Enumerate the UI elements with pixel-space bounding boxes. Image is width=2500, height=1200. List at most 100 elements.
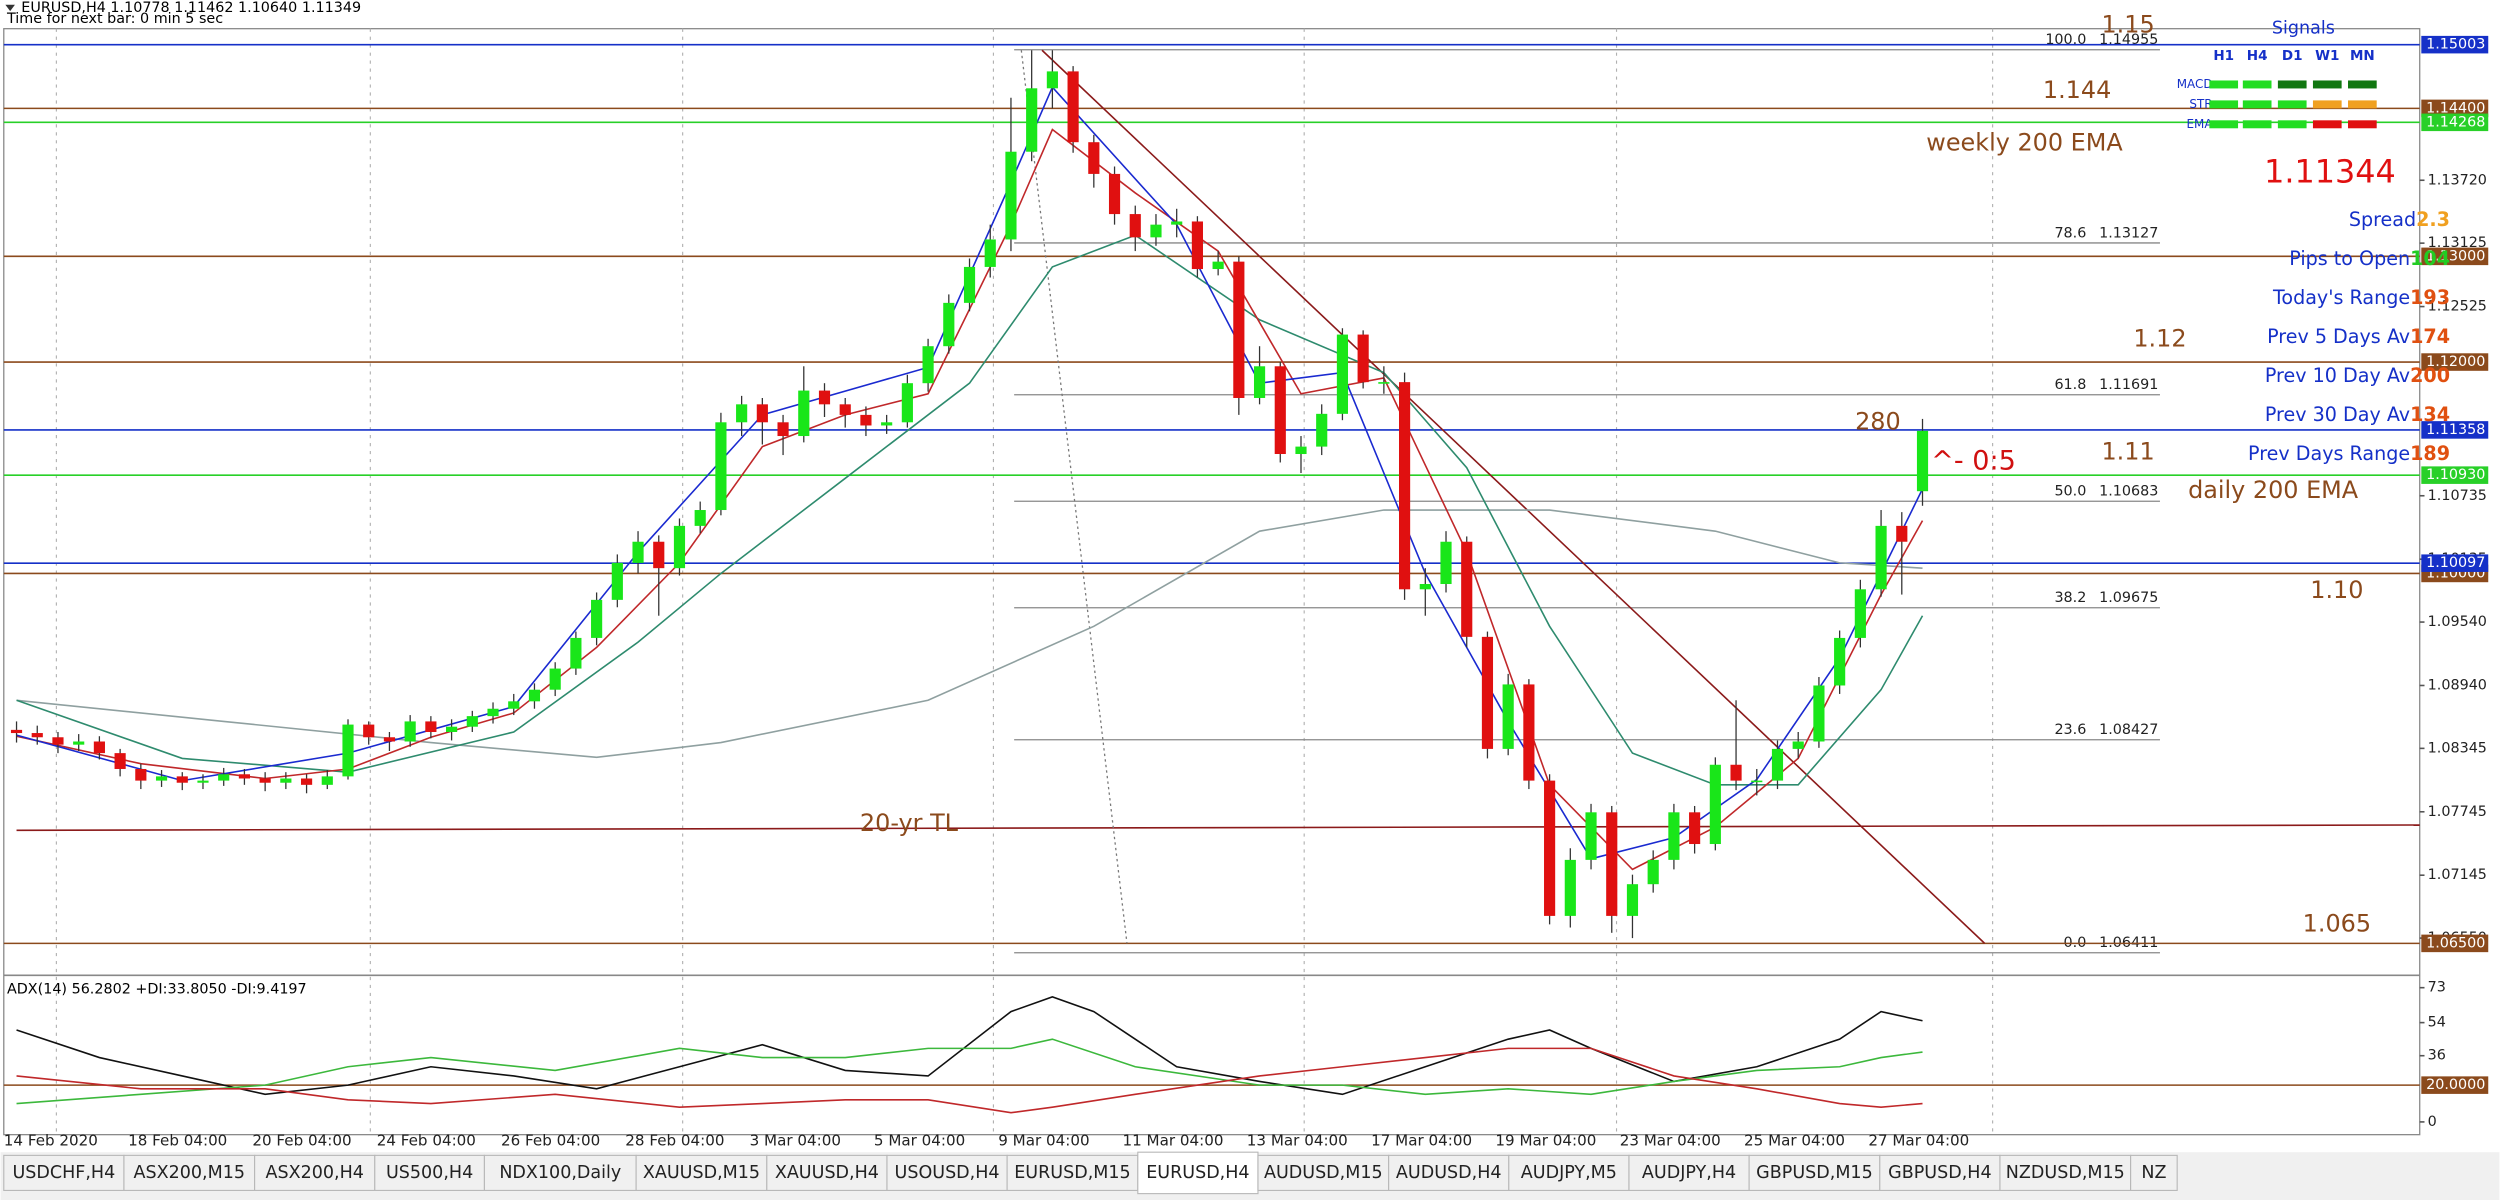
tab[interactable] (1257, 1154, 1390, 1191)
tab-label[interactable]: AUDJPY,H4 (1642, 1163, 1736, 1183)
moving-average (16, 128, 1924, 871)
tab-label[interactable]: GBPUSD,H4 (1888, 1163, 1991, 1183)
tab[interactable] (2130, 1154, 2178, 1191)
annotation: 1.11 (2101, 438, 2154, 466)
signal-column: H4 (2247, 48, 2268, 64)
candle-body (1129, 214, 1141, 238)
candle-body (176, 776, 188, 783)
level-box (2421, 99, 2489, 118)
tab[interactable] (1879, 1154, 2001, 1191)
candle-body (1108, 173, 1121, 215)
candle-body (1668, 812, 1680, 860)
tab[interactable] (1999, 1154, 2132, 1191)
level-box-label: 1.14268 (2426, 114, 2485, 130)
adx-tick-label: 36 (2428, 1048, 2446, 1064)
x-tick-label: 3 Mar 04:00 (750, 1132, 841, 1150)
y-tick-label: 1.09540 (2428, 614, 2487, 630)
candle-body (860, 414, 872, 426)
candle-body (487, 708, 499, 717)
x-tick-label: 11 Mar 04:00 (1123, 1132, 1224, 1150)
candle-body (1150, 224, 1162, 238)
signal-column: H1 (2213, 48, 2234, 64)
tab[interactable] (886, 1154, 1008, 1191)
tab-label[interactable]: NZDUSD,M15 (2006, 1163, 2125, 1183)
x-tick-label: 23 Mar 04:00 (1620, 1132, 1721, 1150)
candle-body (1626, 884, 1639, 916)
tab[interactable] (123, 1154, 256, 1191)
candle-body (673, 525, 686, 569)
candle-body (1171, 221, 1183, 225)
tab-label[interactable]: NDX100,Daily (499, 1163, 621, 1183)
tab-label[interactable]: XAUUSD,H4 (775, 1163, 879, 1183)
tab[interactable] (635, 1154, 768, 1191)
tab[interactable] (1006, 1154, 1139, 1191)
y-tick-label: 1.08345 (2428, 740, 2487, 756)
tab-label[interactable]: ASX200,H4 (265, 1163, 363, 1183)
tab-label[interactable]: GBPUSD,M15 (1756, 1163, 1873, 1183)
tab[interactable] (3, 1154, 125, 1191)
tab[interactable] (1137, 1151, 1259, 1195)
stat-label: Spread (2349, 207, 2416, 230)
candle-body (1564, 859, 1576, 916)
candle-body (777, 422, 789, 437)
y-tick-label: 1.08940 (2428, 677, 2487, 693)
x-tick-label: 26 Feb 04:00 (501, 1132, 600, 1150)
candle-body (363, 724, 375, 738)
tab[interactable] (483, 1154, 637, 1191)
signal-cell (2277, 120, 2307, 129)
fib-level: 61.8 (2054, 377, 2086, 393)
candle-body (818, 390, 831, 405)
adx-title: ADX(14) 56.2802 +DI:33.8050 -DI:9.4197 (7, 982, 307, 998)
candle-body (694, 510, 706, 526)
signal-cell (2209, 100, 2239, 109)
tab-label[interactable]: NZ (2141, 1163, 2166, 1183)
tab[interactable] (1508, 1154, 1630, 1191)
y-tick-label: 1.13720 (2428, 172, 2487, 188)
y-tick-label: 1.10735 (2428, 488, 2487, 504)
tab-label[interactable]: EURUSD,H4 (1146, 1163, 1249, 1183)
tab[interactable] (1628, 1154, 1750, 1191)
tab-label[interactable]: ASX200,M15 (134, 1163, 246, 1183)
x-tick-label: 17 Mar 04:00 (1371, 1132, 1472, 1150)
candle-body (155, 776, 168, 781)
fib-price: 1.11691 (2099, 377, 2158, 393)
tab-label[interactable]: USOUSD,H4 (895, 1163, 1000, 1183)
level-box (2421, 421, 2489, 439)
signal-cell (2277, 100, 2307, 109)
adx-level-label: 20.0000 (2426, 1077, 2485, 1093)
signal-cell (2348, 100, 2377, 109)
annotation: 1.10 (2310, 576, 2363, 604)
stat: Prev 5 Days Av174 (2267, 325, 2450, 348)
candle-body (342, 724, 354, 777)
stat: Prev 30 Day Av134 (2265, 403, 2450, 426)
stat: Pips to Open104 (2289, 246, 2450, 269)
tab-label[interactable]: AUDJPY,M5 (1521, 1163, 1617, 1183)
candle-body (31, 733, 43, 738)
candle-body (901, 383, 913, 423)
tab-label[interactable]: USDCHF,H4 (12, 1163, 115, 1183)
stat-value: 189 (2410, 442, 2450, 465)
candle-body (1813, 685, 1825, 742)
tab-label[interactable]: EURUSD,M15 (1014, 1163, 1130, 1183)
x-tick-label: 18 Feb 04:00 (128, 1132, 227, 1150)
y-tick-label: 1.13125 (2428, 235, 2487, 251)
tab[interactable] (254, 1154, 376, 1191)
tab-label[interactable]: XAUUSD,M15 (643, 1163, 760, 1183)
candle-body (135, 768, 147, 781)
candle-body (1046, 71, 1058, 89)
level-box-label: 1.14400 (2426, 100, 2485, 116)
candle-body (93, 741, 105, 754)
tab-label[interactable]: US500,H4 (386, 1163, 473, 1183)
candle-body (1854, 589, 1866, 638)
tab[interactable] (1748, 1154, 1881, 1191)
candle-body (591, 599, 603, 638)
tab[interactable] (374, 1154, 485, 1191)
level-box-label: 1.11358 (2426, 422, 2485, 438)
tab-label[interactable]: AUDUSD,H4 (1396, 1163, 1502, 1183)
candle-body (1689, 812, 1701, 845)
annotation: daily 200 EMA (2188, 476, 2359, 504)
tab-label[interactable]: AUDUSD,M15 (1264, 1163, 1383, 1183)
candle-body (653, 541, 665, 569)
